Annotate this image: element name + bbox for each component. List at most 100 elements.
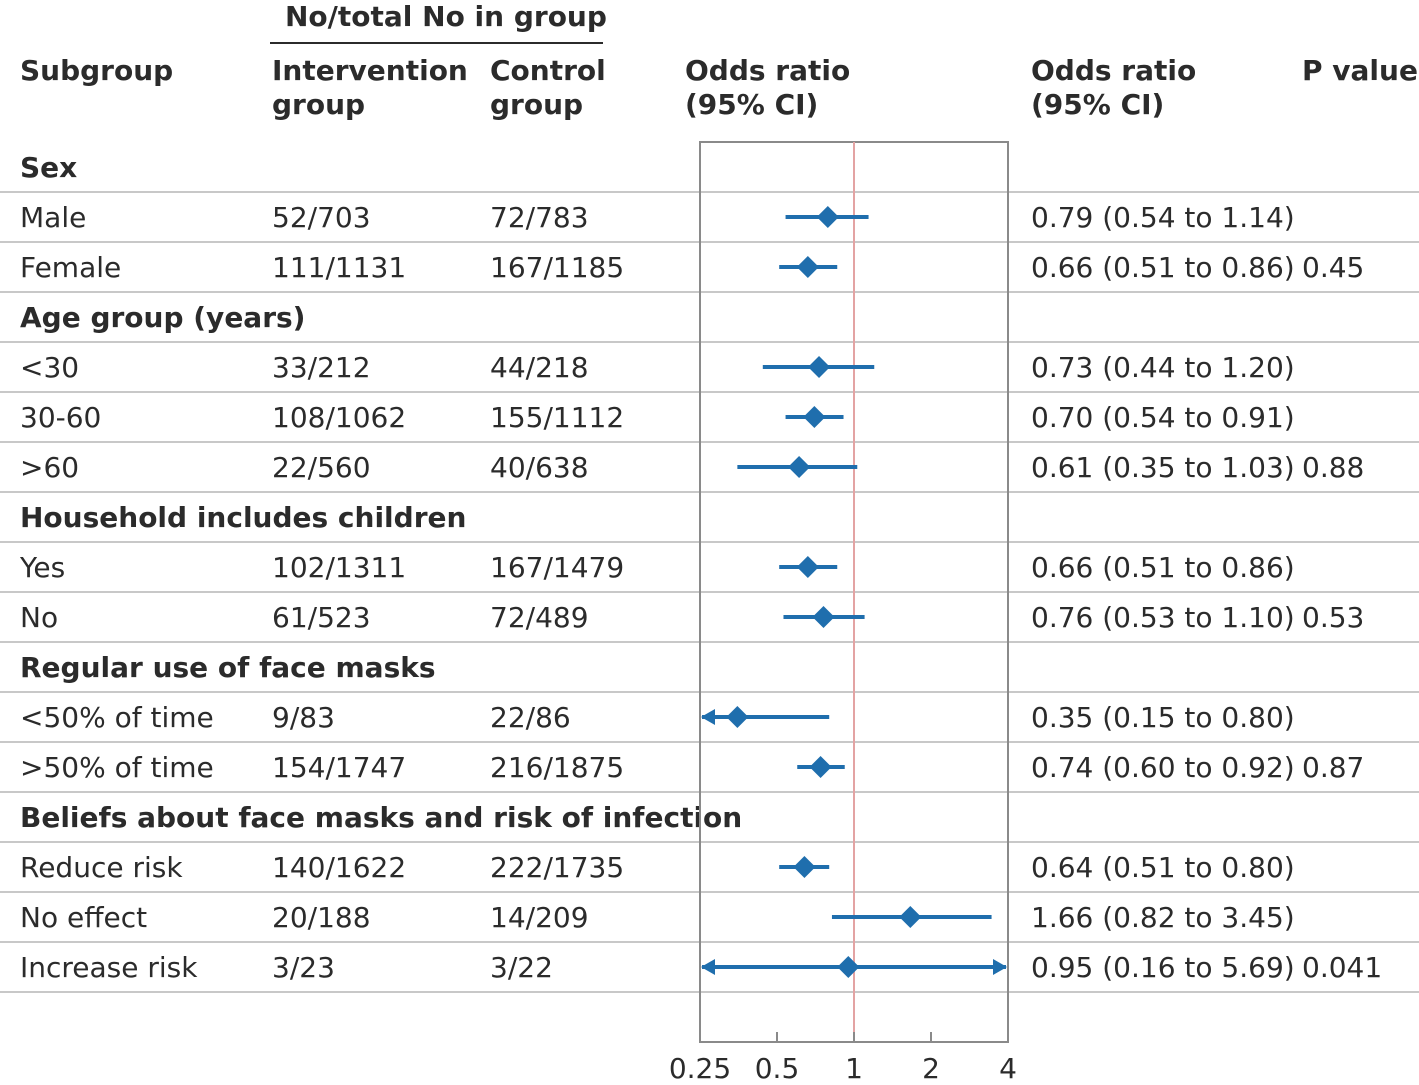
p-value: 0.87 bbox=[1302, 751, 1365, 784]
row-divider bbox=[0, 741, 1419, 743]
point-estimate-marker bbox=[793, 856, 816, 878]
odds-ratio-value: 0.64 (0.51 to 0.80) bbox=[1031, 851, 1295, 884]
p-value-header: P value bbox=[1302, 54, 1418, 87]
intervention-count: 22/560 bbox=[272, 451, 371, 484]
x-tick-label: 2 bbox=[922, 1052, 940, 1085]
odds-ratio-value: 0.66 (0.51 to 0.86) bbox=[1031, 551, 1295, 584]
row-divider bbox=[0, 641, 1419, 643]
intervention-header-line2: group bbox=[272, 88, 366, 121]
control-count: 44/218 bbox=[490, 351, 589, 384]
control-header: Control group bbox=[490, 54, 606, 122]
row-divider bbox=[0, 341, 1419, 343]
intervention-count: 3/23 bbox=[272, 951, 335, 984]
control-header-line1: Control bbox=[490, 54, 606, 87]
subgroup-header: Subgroup bbox=[20, 54, 174, 87]
row-divider bbox=[0, 991, 1419, 993]
odds-ratio-plot-header-line2: (95% CI) bbox=[685, 88, 819, 121]
control-count: 155/1112 bbox=[490, 401, 625, 434]
row-divider bbox=[0, 941, 1419, 943]
odds-ratio-value: 0.35 (0.15 to 0.80) bbox=[1031, 701, 1295, 734]
control-count: 167/1479 bbox=[490, 551, 625, 584]
row-divider bbox=[0, 441, 1419, 443]
intervention-count: 20/188 bbox=[272, 901, 371, 934]
group-header-underline bbox=[270, 42, 603, 44]
row-divider bbox=[0, 791, 1419, 793]
control-count: 22/86 bbox=[490, 701, 571, 734]
control-count: 14/209 bbox=[490, 901, 589, 934]
control-count: 3/22 bbox=[490, 951, 553, 984]
row-divider bbox=[0, 491, 1419, 493]
row-divider bbox=[0, 891, 1419, 893]
subgroup-label: Male bbox=[20, 201, 87, 234]
intervention-count: 108/1062 bbox=[272, 401, 407, 434]
subgroup-label: 30-60 bbox=[20, 401, 102, 434]
subgroup-category-label: Beliefs about face masks and risk of inf… bbox=[20, 801, 743, 834]
row-divider bbox=[0, 541, 1419, 543]
subgroup-category-label: Household includes children bbox=[20, 501, 467, 534]
odds-ratio-value: 0.61 (0.35 to 1.03) bbox=[1031, 451, 1295, 484]
control-header-line2: group bbox=[490, 88, 584, 121]
odds-ratio-text-header-line1: Odds ratio bbox=[1031, 54, 1197, 87]
p-value: 0.45 bbox=[1302, 251, 1365, 284]
intervention-count: 111/1131 bbox=[272, 251, 407, 284]
odds-ratio-value: 0.79 (0.54 to 1.14) bbox=[1031, 201, 1295, 234]
row-divider bbox=[0, 391, 1419, 393]
odds-ratio-value: 0.95 (0.16 to 5.69) bbox=[1031, 951, 1295, 984]
intervention-count: 140/1622 bbox=[272, 851, 407, 884]
ci-arrow-right bbox=[993, 959, 1007, 975]
subgroup-label: Female bbox=[20, 251, 122, 284]
row-divider bbox=[0, 241, 1419, 243]
intervention-header: Intervention group bbox=[272, 54, 468, 122]
point-estimate-marker bbox=[809, 756, 832, 778]
intervention-count: 33/212 bbox=[272, 351, 371, 384]
point-estimate-marker bbox=[899, 906, 922, 928]
x-tick-label: 0.25 bbox=[669, 1052, 731, 1085]
subgroup-category-label: Age group (years) bbox=[20, 301, 306, 334]
group-header: No/total No in group bbox=[285, 0, 607, 33]
subgroup-label: <50% of time bbox=[20, 701, 214, 734]
subgroup-label: Increase risk bbox=[20, 951, 198, 984]
p-value: 0.88 bbox=[1302, 451, 1365, 484]
row-divider bbox=[0, 691, 1419, 693]
subgroup-category-label: Regular use of face masks bbox=[20, 651, 436, 684]
control-count: 222/1735 bbox=[490, 851, 625, 884]
row-divider bbox=[0, 191, 1419, 193]
odds-ratio-plot-header: Odds ratio (95% CI) bbox=[685, 54, 850, 122]
odds-ratio-value: 1.66 (0.82 to 3.45) bbox=[1031, 901, 1295, 934]
subgroup-category-label: Sex bbox=[20, 151, 78, 184]
subgroup-label: >60 bbox=[20, 451, 80, 484]
ci-arrow-left bbox=[701, 959, 715, 975]
control-count: 216/1875 bbox=[490, 751, 625, 784]
point-estimate-marker bbox=[808, 356, 831, 378]
point-estimate-marker bbox=[726, 706, 749, 728]
point-estimate-marker bbox=[796, 256, 819, 278]
subgroup-label: Reduce risk bbox=[20, 851, 183, 884]
intervention-count: 102/1311 bbox=[272, 551, 407, 584]
row-divider bbox=[0, 291, 1419, 293]
subgroup-label: No effect bbox=[20, 901, 148, 934]
point-estimate-marker bbox=[837, 956, 860, 978]
point-estimate-marker bbox=[788, 456, 811, 478]
subgroup-label: >50% of time bbox=[20, 751, 214, 784]
odds-ratio-value: 0.74 (0.60 to 0.92) bbox=[1031, 751, 1295, 784]
x-tick-label: 1 bbox=[845, 1052, 863, 1085]
control-count: 72/783 bbox=[490, 201, 589, 234]
intervention-count: 61/523 bbox=[272, 601, 371, 634]
odds-ratio-value: 0.70 (0.54 to 0.91) bbox=[1031, 401, 1295, 434]
p-value: 0.041 bbox=[1302, 951, 1383, 984]
odds-ratio-value: 0.66 (0.51 to 0.86) bbox=[1031, 251, 1295, 284]
odds-ratio-text-header-line2: (95% CI) bbox=[1031, 88, 1165, 121]
ci-arrow-left bbox=[701, 709, 715, 725]
control-count: 72/489 bbox=[490, 601, 589, 634]
odds-ratio-value: 0.73 (0.44 to 1.20) bbox=[1031, 351, 1295, 384]
point-estimate-marker bbox=[816, 206, 839, 228]
subgroup-label: <30 bbox=[20, 351, 80, 384]
point-estimate-marker bbox=[796, 556, 819, 578]
point-estimate-marker bbox=[812, 606, 835, 628]
p-value: 0.53 bbox=[1302, 601, 1365, 634]
subgroup-label: Yes bbox=[20, 551, 66, 584]
intervention-count: 154/1747 bbox=[272, 751, 407, 784]
row-divider bbox=[0, 841, 1419, 843]
intervention-count: 52/703 bbox=[272, 201, 371, 234]
